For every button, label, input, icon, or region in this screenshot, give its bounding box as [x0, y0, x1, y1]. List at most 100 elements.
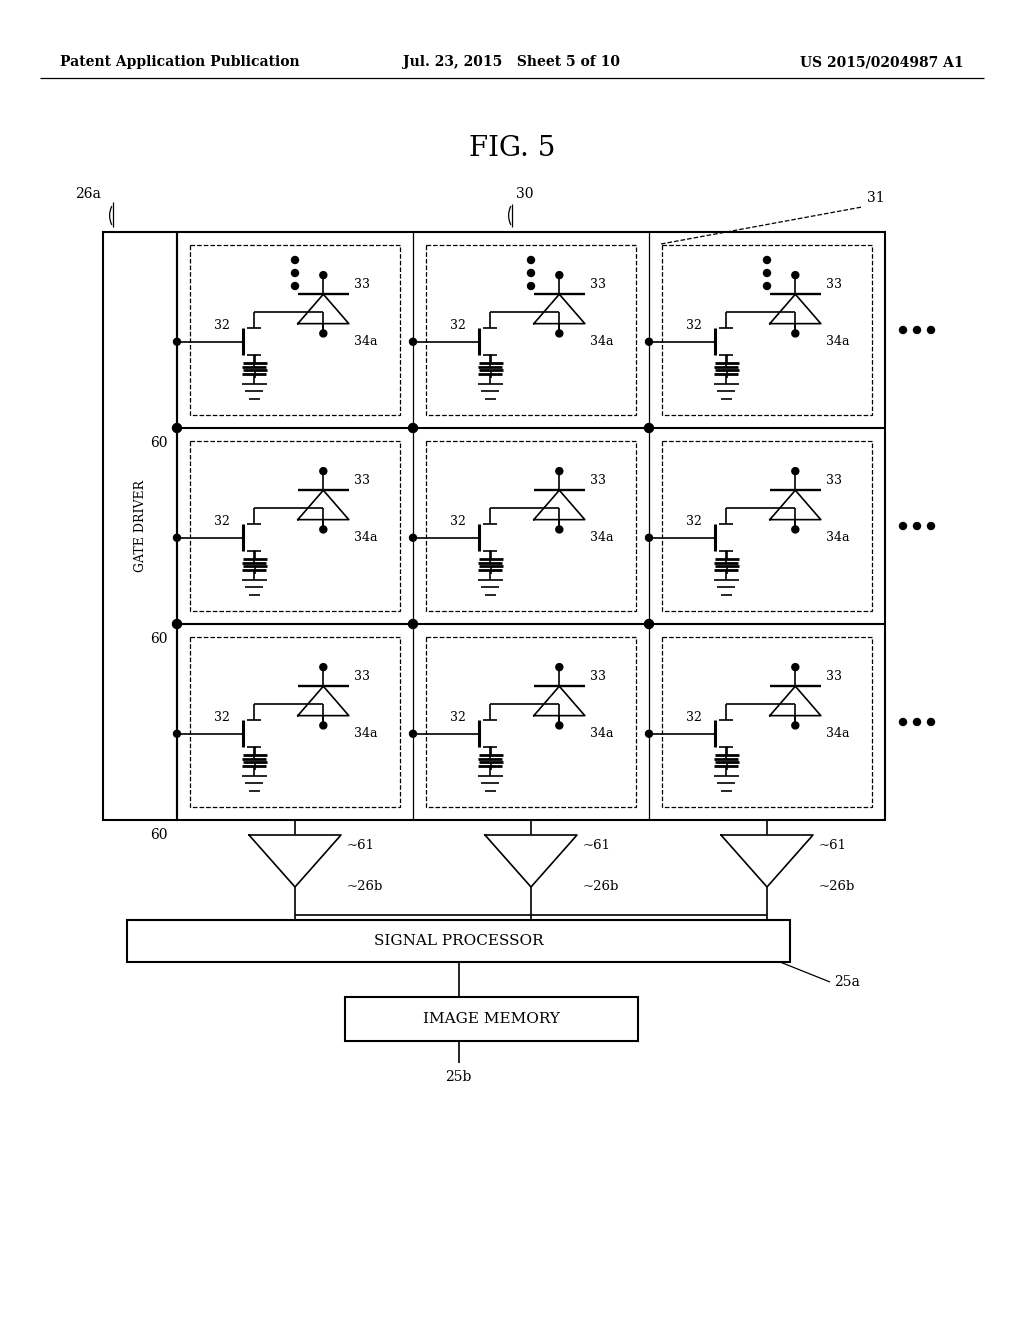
Polygon shape	[298, 686, 349, 715]
Circle shape	[764, 256, 770, 264]
Circle shape	[556, 664, 563, 671]
Circle shape	[292, 282, 299, 289]
Circle shape	[913, 326, 921, 334]
Circle shape	[409, 619, 418, 628]
Circle shape	[913, 718, 921, 726]
Circle shape	[173, 535, 180, 541]
Text: 34a: 34a	[825, 531, 849, 544]
Text: 33: 33	[825, 279, 842, 292]
Bar	[426, 441, 636, 611]
Text: Jul. 23, 2015   Sheet 5 of 10: Jul. 23, 2015 Sheet 5 of 10	[403, 55, 621, 69]
Polygon shape	[534, 294, 585, 323]
Text: 60: 60	[151, 436, 168, 450]
Text: 32: 32	[450, 515, 466, 528]
Text: ~61: ~61	[583, 840, 611, 851]
Text: 34a: 34a	[354, 727, 377, 741]
Circle shape	[319, 525, 327, 533]
Text: 33: 33	[354, 474, 370, 487]
Text: 34a: 34a	[354, 335, 377, 348]
Circle shape	[792, 664, 799, 671]
Circle shape	[319, 664, 327, 671]
Circle shape	[527, 269, 535, 276]
Text: 32: 32	[214, 515, 229, 528]
Text: 26a: 26a	[75, 187, 101, 201]
Bar	[426, 246, 636, 414]
Text: 32: 32	[214, 711, 229, 723]
Circle shape	[645, 730, 652, 738]
Circle shape	[556, 722, 563, 729]
Circle shape	[292, 269, 299, 276]
Circle shape	[556, 330, 563, 337]
Text: 32: 32	[450, 711, 466, 723]
Text: 25b: 25b	[445, 1071, 472, 1084]
Circle shape	[410, 535, 417, 541]
Text: 33: 33	[590, 474, 606, 487]
Text: FIG. 5: FIG. 5	[469, 135, 555, 161]
Circle shape	[764, 269, 770, 276]
Bar	[662, 441, 872, 611]
Circle shape	[173, 730, 180, 738]
Circle shape	[899, 326, 906, 334]
Text: 34a: 34a	[590, 531, 613, 544]
Text: 34a: 34a	[825, 727, 849, 741]
Bar	[103, 232, 177, 820]
Circle shape	[928, 718, 935, 726]
Circle shape	[292, 256, 299, 264]
Circle shape	[928, 523, 935, 529]
Circle shape	[792, 467, 799, 475]
Text: 33: 33	[354, 671, 370, 684]
Circle shape	[527, 282, 535, 289]
Text: 32: 32	[214, 319, 229, 331]
Polygon shape	[249, 836, 341, 887]
Text: 34a: 34a	[590, 335, 613, 348]
Bar	[190, 638, 400, 807]
Text: 31: 31	[867, 191, 885, 205]
Circle shape	[764, 282, 770, 289]
Circle shape	[928, 326, 935, 334]
Polygon shape	[534, 490, 585, 520]
Bar	[190, 441, 400, 611]
Text: 33: 33	[354, 279, 370, 292]
Circle shape	[913, 523, 921, 529]
Text: ~26b: ~26b	[583, 880, 620, 894]
Circle shape	[172, 619, 181, 628]
Text: ~61: ~61	[819, 840, 847, 851]
Text: 30: 30	[516, 187, 534, 201]
Circle shape	[556, 272, 563, 279]
Text: IMAGE MEMORY: IMAGE MEMORY	[423, 1012, 560, 1026]
Text: 33: 33	[590, 671, 606, 684]
Circle shape	[792, 330, 799, 337]
Circle shape	[319, 467, 327, 475]
Circle shape	[644, 424, 653, 433]
Bar	[426, 638, 636, 807]
Circle shape	[556, 467, 563, 475]
Polygon shape	[298, 294, 349, 323]
Text: GATE DRIVER: GATE DRIVER	[133, 480, 146, 572]
Text: 33: 33	[825, 474, 842, 487]
Bar	[662, 246, 872, 414]
Text: 33: 33	[590, 279, 606, 292]
Circle shape	[556, 525, 563, 533]
Polygon shape	[770, 686, 821, 715]
Polygon shape	[485, 836, 577, 887]
Circle shape	[410, 730, 417, 738]
Circle shape	[792, 525, 799, 533]
Circle shape	[172, 424, 181, 433]
Text: 32: 32	[450, 319, 466, 331]
Circle shape	[319, 272, 327, 279]
Circle shape	[173, 338, 180, 346]
Text: 33: 33	[825, 671, 842, 684]
Polygon shape	[770, 294, 821, 323]
Circle shape	[410, 338, 417, 346]
Polygon shape	[298, 490, 349, 520]
Text: SIGNAL PROCESSOR: SIGNAL PROCESSOR	[374, 935, 544, 948]
Bar	[662, 638, 872, 807]
Polygon shape	[534, 686, 585, 715]
Circle shape	[792, 722, 799, 729]
Text: 34a: 34a	[825, 335, 849, 348]
Circle shape	[645, 338, 652, 346]
Text: 34a: 34a	[590, 727, 613, 741]
Circle shape	[899, 523, 906, 529]
Circle shape	[792, 272, 799, 279]
Circle shape	[527, 256, 535, 264]
